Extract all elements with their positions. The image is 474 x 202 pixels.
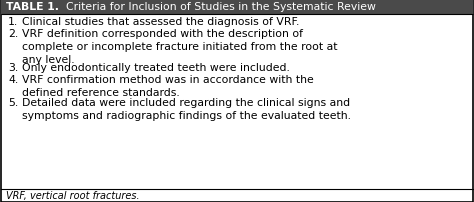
Text: 3.: 3. (8, 63, 18, 73)
Text: 5.: 5. (8, 98, 18, 108)
Text: VRF confirmation method was in accordance with the
defined reference standards.: VRF confirmation method was in accordanc… (22, 75, 314, 98)
Text: 4.: 4. (8, 75, 18, 85)
Text: VRF definition corresponded with the description of
complete or incomplete fract: VRF definition corresponded with the des… (22, 29, 337, 65)
Text: Only endodontically treated teeth were included.: Only endodontically treated teeth were i… (22, 63, 290, 73)
Text: Criteria for Inclusion of Studies in the Systematic Review: Criteria for Inclusion of Studies in the… (59, 2, 376, 12)
Text: TABLE 1.: TABLE 1. (6, 2, 59, 12)
Text: Clinical studies that assessed the diagnosis of VRF.: Clinical studies that assessed the diagn… (22, 17, 300, 27)
Text: Detailed data were included regarding the clinical signs and
symptoms and radiog: Detailed data were included regarding th… (22, 98, 351, 121)
Text: VRF, vertical root fractures.: VRF, vertical root fractures. (6, 190, 140, 200)
Bar (0, 0, 474, 14)
Text: 1.: 1. (8, 17, 18, 27)
Text: 2.: 2. (8, 29, 18, 39)
